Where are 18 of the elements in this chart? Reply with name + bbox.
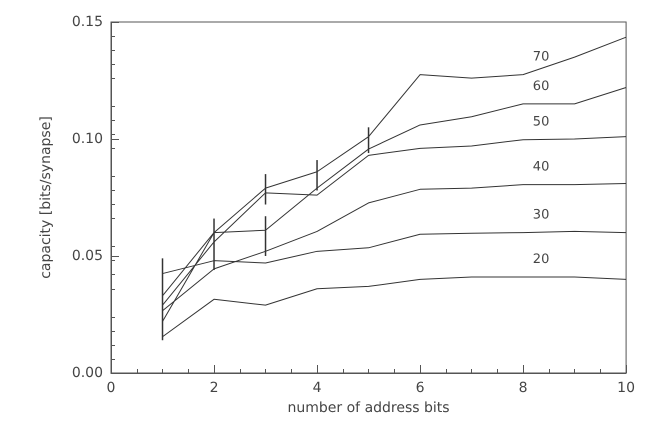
series-label: 70 [532, 50, 550, 65]
x-tick-label: 10 [617, 380, 636, 396]
x-tick-label: 2 [210, 380, 218, 396]
y-axis-title: capacity [bits/synapse] [38, 116, 54, 279]
x-tick-label: 0 [106, 380, 116, 396]
x-axis-title: number of address bits [288, 400, 450, 416]
series-label: 60 [532, 78, 550, 94]
y-tick-label: 0.15 [72, 14, 103, 30]
x-tick-label: 8 [518, 380, 528, 396]
series-label: 20 [532, 252, 550, 268]
series-label: 40 [532, 160, 550, 175]
y-tick-label: 0.10 [72, 131, 103, 147]
x-tick-label: 6 [416, 380, 425, 396]
y-tick-label: 0.05 [72, 248, 103, 264]
x-tick-label: 4 [312, 380, 322, 396]
series-label: 50 [532, 114, 550, 130]
series-label: 30 [532, 208, 550, 223]
y-tick-label: 0.00 [72, 365, 103, 381]
